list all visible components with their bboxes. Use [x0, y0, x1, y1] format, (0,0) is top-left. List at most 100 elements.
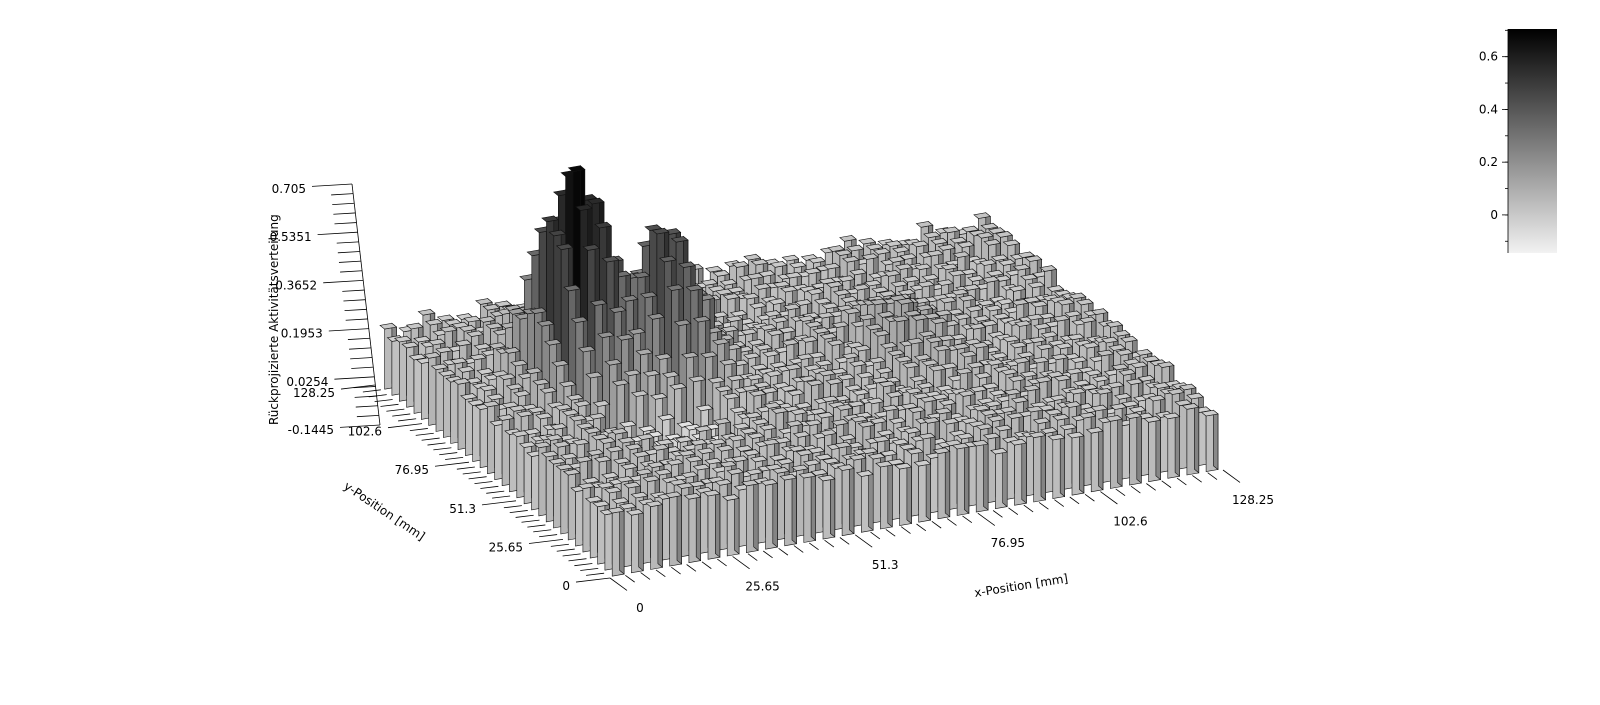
- y-tick: [481, 500, 517, 506]
- bar-top-face: [1008, 285, 1027, 292]
- bar-top-face: [917, 280, 935, 288]
- x-tick: [1222, 469, 1241, 483]
- bar-top-face: [619, 420, 637, 428]
- bar-top-face: [1090, 308, 1109, 315]
- bar-top-face: [772, 280, 791, 288]
- bar-top-face: [915, 304, 934, 311]
- bar-top-face: [436, 314, 455, 322]
- bar-top-face: [486, 393, 505, 401]
- bar-top-face: [771, 316, 789, 323]
- bar-top-face: [906, 337, 925, 345]
- bar-top-face: [753, 283, 772, 290]
- bar-top-face: [714, 385, 733, 393]
- x-tick-label: 76.95: [991, 536, 1025, 550]
- bar-top-face: [754, 344, 773, 351]
- bar-top-face: [1027, 281, 1046, 289]
- bar-top-face: [438, 370, 456, 377]
- bar-top-face: [804, 321, 823, 328]
- bar-top-face: [681, 351, 699, 359]
- x-tick: [625, 574, 635, 583]
- z-tick: [311, 183, 353, 187]
- y-tick: [380, 403, 399, 407]
- bar-top-face: [766, 329, 785, 336]
- bar-top-face: [467, 399, 486, 406]
- bar-top-face: [651, 227, 670, 235]
- z-tick-label: 0.5351: [270, 230, 312, 244]
- bar-top-face: [762, 350, 781, 357]
- bar-top-face: [857, 313, 876, 321]
- bar-top-face: [558, 380, 577, 388]
- bar-top-face: [961, 225, 980, 233]
- bar-top-face: [586, 197, 605, 205]
- bar-top-face: [930, 317, 948, 325]
- x-tick: [1054, 499, 1065, 507]
- z-tick: [343, 299, 366, 302]
- y-tick: [562, 553, 581, 557]
- bar-top-face: [608, 306, 627, 313]
- bar-top-face: [721, 325, 739, 333]
- bar-top-face: [769, 261, 788, 268]
- bar-top-face: [940, 263, 959, 271]
- bar-top-face: [527, 406, 546, 414]
- bar-top-face: [657, 414, 676, 421]
- bar-top-face: [535, 412, 553, 420]
- x-tick: [717, 558, 727, 567]
- bar-top-face: [942, 226, 960, 234]
- x-tick: [701, 561, 712, 569]
- bar-side-face: [1136, 412, 1142, 484]
- y-tick-label: 102.6: [348, 425, 382, 439]
- bar-top-face: [476, 368, 495, 375]
- x-tick: [1008, 507, 1019, 515]
- x-tick: [1207, 472, 1218, 480]
- bar-top-face: [513, 390, 531, 397]
- x-tick: [778, 547, 789, 556]
- bar-top-face: [825, 281, 844, 288]
- bar-top-face: [700, 351, 718, 359]
- bar-top-face: [1002, 335, 1021, 343]
- bar-top-face: [1064, 310, 1082, 318]
- bar-top-face: [998, 259, 1016, 266]
- x-tick: [946, 518, 957, 526]
- bar-top-face: [700, 279, 719, 286]
- x-tick-label: 0: [636, 601, 644, 615]
- bar-top-face: [496, 414, 515, 421]
- bar-top-face: [769, 361, 788, 369]
- bar-top-face: [950, 288, 969, 296]
- bar-top-face: [510, 359, 529, 367]
- x-tick: [885, 529, 896, 537]
- bar-top-face: [423, 352, 442, 359]
- x-tick: [1192, 475, 1202, 483]
- bar-top-face: [778, 326, 797, 334]
- bar-top-face: [1017, 251, 1036, 259]
- bar-top-face: [1014, 320, 1032, 327]
- bar-top-face: [635, 348, 654, 356]
- y-tick: [480, 485, 499, 489]
- bar-top-face: [832, 289, 851, 296]
- colorbar: 0 0.2 0.4 0.6: [1479, 29, 1557, 253]
- bar-top-face: [650, 393, 668, 400]
- y-tick: [556, 548, 575, 552]
- bar-top-face: [967, 275, 985, 282]
- bar-top-face: [880, 342, 898, 349]
- bar-top-face: [688, 375, 707, 383]
- bar-side-face: [964, 442, 970, 515]
- bar-top-face: [452, 378, 471, 385]
- y-axis-title: y-Position [mm]: [341, 479, 427, 543]
- bar-top-face: [589, 299, 608, 306]
- x-tick: [977, 512, 996, 526]
- bar-top-face: [475, 298, 493, 305]
- bar-top-face: [903, 309, 922, 317]
- bar-top-face: [745, 373, 764, 381]
- bar-top-face: [430, 363, 449, 371]
- bar-top-face: [597, 331, 615, 339]
- x-axis-title: x-Position [mm]: [973, 571, 1069, 600]
- bar-top-face: [784, 271, 803, 279]
- bar-top-face: [953, 313, 972, 320]
- bar-top-face: [502, 347, 521, 354]
- z-tick: [336, 241, 359, 244]
- y-tick: [539, 534, 558, 538]
- bar-side-face: [676, 491, 682, 565]
- bar-top-face: [563, 284, 582, 292]
- bar-top-face: [482, 400, 501, 408]
- x-tick: [1146, 483, 1156, 491]
